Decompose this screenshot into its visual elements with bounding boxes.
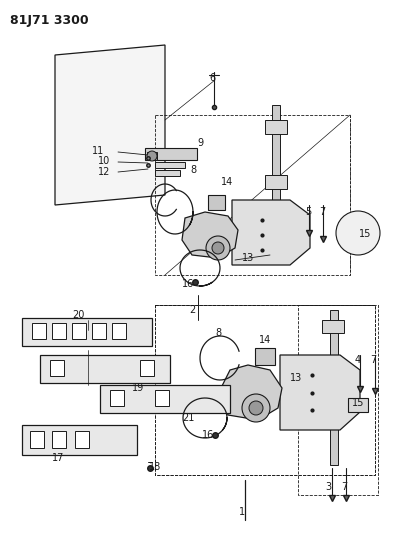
Polygon shape bbox=[232, 200, 310, 265]
Circle shape bbox=[206, 236, 230, 260]
Bar bbox=[272, 105, 280, 250]
Text: 16: 16 bbox=[182, 279, 194, 289]
Circle shape bbox=[336, 211, 380, 255]
Bar bbox=[100, 385, 230, 413]
Text: 8: 8 bbox=[215, 328, 221, 338]
Bar bbox=[75, 431, 89, 448]
Text: 20: 20 bbox=[72, 310, 84, 320]
Bar bbox=[155, 162, 185, 168]
Bar bbox=[92, 323, 106, 339]
Text: 13: 13 bbox=[290, 373, 302, 383]
Text: 19: 19 bbox=[132, 383, 144, 393]
Text: 7: 7 bbox=[370, 355, 376, 365]
Circle shape bbox=[212, 242, 224, 254]
Bar bbox=[155, 115, 350, 275]
Bar bbox=[322, 360, 344, 373]
Circle shape bbox=[242, 394, 270, 422]
Text: 12: 12 bbox=[98, 167, 110, 177]
Text: 15: 15 bbox=[359, 229, 371, 239]
Text: 4: 4 bbox=[355, 355, 361, 365]
Circle shape bbox=[249, 401, 263, 415]
Bar bbox=[155, 390, 169, 406]
Text: 11: 11 bbox=[92, 146, 104, 156]
Bar bbox=[72, 323, 86, 339]
Bar bbox=[147, 152, 157, 160]
Bar bbox=[330, 310, 338, 465]
Text: 7: 7 bbox=[319, 207, 325, 217]
Bar bbox=[52, 323, 66, 339]
Text: 16: 16 bbox=[202, 430, 214, 440]
Bar bbox=[345, 224, 371, 242]
Bar bbox=[140, 360, 154, 376]
Bar bbox=[155, 170, 180, 176]
Bar bbox=[50, 360, 64, 376]
Text: 18: 18 bbox=[149, 462, 161, 472]
Text: 15: 15 bbox=[352, 398, 364, 408]
Polygon shape bbox=[182, 212, 238, 258]
Polygon shape bbox=[208, 195, 225, 210]
Bar bbox=[265, 232, 287, 246]
Bar bbox=[40, 355, 170, 383]
Bar bbox=[112, 323, 126, 339]
Bar bbox=[322, 400, 344, 413]
Bar bbox=[322, 320, 344, 333]
Text: 1: 1 bbox=[239, 507, 245, 517]
Polygon shape bbox=[255, 348, 275, 365]
Bar bbox=[155, 305, 375, 475]
Text: 17: 17 bbox=[52, 453, 64, 463]
Text: 3: 3 bbox=[325, 482, 331, 492]
Bar bbox=[265, 120, 287, 134]
Text: 14: 14 bbox=[221, 177, 233, 187]
Bar bbox=[22, 318, 152, 346]
Bar bbox=[52, 431, 66, 448]
Text: 6: 6 bbox=[209, 73, 215, 83]
Bar bbox=[110, 390, 124, 406]
Bar bbox=[22, 425, 137, 455]
Polygon shape bbox=[220, 365, 282, 420]
Bar bbox=[32, 323, 46, 339]
Text: 81J71 3300: 81J71 3300 bbox=[10, 14, 89, 27]
Text: 9: 9 bbox=[197, 138, 203, 148]
Text: 7: 7 bbox=[341, 482, 347, 492]
Text: 14: 14 bbox=[259, 335, 271, 345]
Bar bbox=[265, 175, 287, 189]
Polygon shape bbox=[280, 355, 360, 430]
Polygon shape bbox=[55, 45, 165, 205]
Bar bbox=[348, 398, 368, 412]
Text: 10: 10 bbox=[98, 156, 110, 166]
Text: 2: 2 bbox=[189, 305, 195, 315]
Text: 13: 13 bbox=[242, 253, 254, 263]
Bar bbox=[298, 305, 378, 495]
Bar bbox=[155, 305, 375, 475]
Bar bbox=[145, 148, 197, 160]
Text: 21: 21 bbox=[182, 413, 194, 423]
Circle shape bbox=[147, 151, 157, 161]
Text: 8: 8 bbox=[190, 165, 196, 175]
Text: 5: 5 bbox=[305, 207, 311, 217]
Bar bbox=[30, 431, 44, 448]
